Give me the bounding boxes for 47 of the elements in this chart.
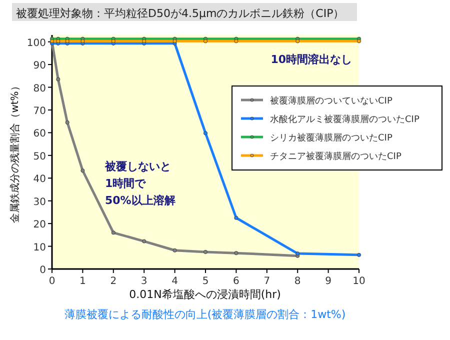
y-tick-label: 100: [26, 38, 46, 49]
y-tick-label: 70: [33, 106, 46, 117]
point: [172, 248, 177, 252]
point: [234, 251, 238, 256]
chart-title: 被覆処理対象物：平均粒径D50が4.5μmのカルボニル鉄粉（CIP）: [16, 7, 344, 20]
point: [56, 77, 60, 82]
text: 薄膜被覆による耐酸性の向上(被覆薄膜層の割合：1wt%): [64, 308, 346, 321]
y-tick-label: 90: [33, 60, 46, 72]
y-axis-title: 金属鉄成分の残量割合（wt%）: [9, 81, 21, 223]
legend-label: チタニア被覆薄膜層のついたCIP: [270, 151, 402, 162]
y-tick-label: 50: [33, 151, 46, 162]
x-tick-label: 5: [202, 276, 209, 287]
x-axis-title: 0.01N希塩酸への浸漬時間(hr): [129, 288, 281, 301]
y-tick-label: 0: [40, 265, 46, 276]
y-tick-label: 10: [33, 242, 46, 254]
legend-label: 被覆薄膜層のついていないCIP: [270, 96, 393, 106]
x-tick-label: 8: [294, 276, 301, 287]
y-tick-label: 40: [33, 174, 46, 186]
annotation: 10時間溶出なし: [270, 53, 352, 66]
point: [203, 250, 208, 254]
x-tick-label: 4: [172, 276, 178, 287]
point: [111, 230, 116, 235]
y-tick-label: 60: [33, 128, 46, 140]
x-tick-label: 2: [110, 276, 117, 287]
point: [142, 239, 146, 244]
x-tick-label: 9: [325, 276, 332, 287]
point: [203, 39, 208, 44]
point: [356, 39, 362, 44]
x-tick-label: 10: [352, 276, 366, 287]
point: [356, 252, 362, 257]
y-tick-label: 30: [33, 196, 46, 208]
point: [296, 39, 300, 44]
x-tick-label: 7: [264, 276, 270, 287]
x-tick-label: 1: [80, 276, 86, 287]
point: [80, 168, 85, 173]
y-tick-label: 80: [33, 83, 46, 94]
x-tick-label: 6: [233, 276, 240, 287]
y-tick-label: 20: [33, 220, 46, 231]
x-tick-label: 3: [140, 276, 148, 287]
x-tick-label: 0: [48, 276, 56, 287]
legend-label: 水酸化アルミ被覆薄膜層のついたCIP: [270, 114, 420, 125]
point: [234, 39, 238, 44]
point: [65, 120, 70, 125]
legend-label: シリカ被覆薄膜層のついたCIP: [270, 132, 393, 144]
annotation: 被覆しないと 1時間で 50%以上溶解: [104, 160, 176, 207]
point: [234, 216, 238, 220]
point: [203, 131, 208, 136]
